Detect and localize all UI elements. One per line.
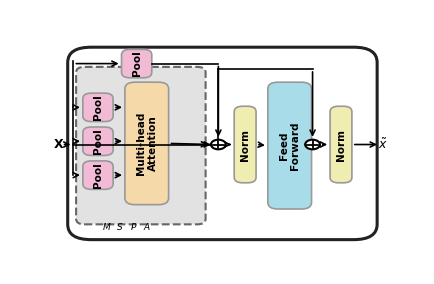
Text: Multi-head
Attention: Multi-head Attention: [136, 112, 158, 175]
Text: $\tilde{x}$: $\tilde{x}$: [378, 137, 388, 152]
FancyBboxPatch shape: [234, 106, 256, 183]
Circle shape: [211, 140, 226, 149]
Text: X: X: [54, 138, 63, 151]
Text: S: S: [117, 223, 123, 232]
Text: Pool: Pool: [93, 162, 103, 188]
Text: M: M: [102, 223, 110, 232]
FancyBboxPatch shape: [68, 47, 377, 240]
FancyBboxPatch shape: [83, 161, 113, 189]
Text: A: A: [144, 223, 150, 232]
Text: Feed
Forward: Feed Forward: [279, 121, 300, 170]
FancyBboxPatch shape: [330, 106, 352, 183]
Circle shape: [305, 140, 320, 149]
FancyBboxPatch shape: [76, 67, 206, 224]
FancyBboxPatch shape: [125, 82, 168, 205]
Text: Pool: Pool: [132, 51, 141, 76]
FancyBboxPatch shape: [83, 127, 113, 155]
Text: Norm: Norm: [336, 129, 346, 160]
FancyBboxPatch shape: [122, 49, 152, 78]
Text: P: P: [131, 223, 136, 232]
FancyBboxPatch shape: [83, 93, 113, 122]
Text: Pool: Pool: [93, 95, 103, 120]
Text: Pool: Pool: [93, 128, 103, 154]
FancyBboxPatch shape: [268, 82, 312, 209]
Text: Norm: Norm: [240, 129, 250, 160]
